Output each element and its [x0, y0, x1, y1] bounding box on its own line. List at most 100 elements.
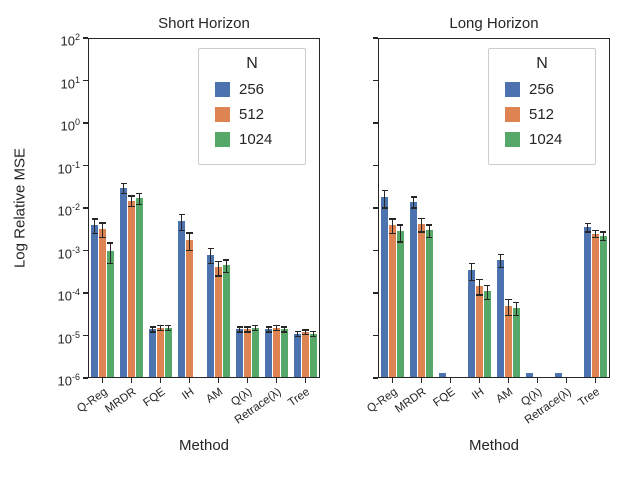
y-tick [83, 377, 88, 379]
legend-label: 256 [529, 81, 555, 98]
y-tick [83, 122, 88, 124]
error-bar-cap [215, 275, 222, 277]
error-bar-cap [410, 196, 417, 198]
error-bar [239, 326, 241, 333]
error-bar [181, 214, 183, 231]
legend-title: N [246, 55, 258, 72]
error-bar [384, 190, 386, 208]
bar-1024-FQE [164, 328, 172, 377]
error-bar [101, 223, 104, 238]
error-bar [246, 326, 249, 333]
legend-label: 256 [239, 81, 265, 98]
bar-256-Retrace(λ) [265, 329, 273, 377]
x-tick [449, 378, 452, 383]
x-tick [159, 378, 162, 383]
error-bar-cap [273, 325, 280, 327]
legend: N 256 512 1024 [488, 48, 596, 165]
legend-entry-1024: 1024 [505, 131, 595, 148]
bar-256-Retrace(λ) [555, 373, 563, 377]
x-tick [130, 378, 133, 383]
y-tick [373, 292, 378, 294]
bar-256-Q(λ) [236, 329, 244, 377]
x-tick-label: Tree [576, 386, 603, 410]
x-tick [275, 378, 278, 383]
x-tick [478, 378, 481, 383]
error-bar-cap [410, 207, 417, 209]
error-bar-cap [600, 231, 607, 233]
y-axis-label: Log Relative MSE [11, 147, 29, 269]
error-bar-cap [236, 331, 243, 333]
error-bar-cap [389, 232, 396, 235]
y-tick [373, 377, 378, 379]
error-bar [391, 219, 394, 234]
error-bar [500, 254, 502, 268]
bar-256-Q-Reg [381, 197, 389, 377]
error-bar [254, 325, 256, 331]
error-bar-cap [136, 192, 143, 195]
error-bar [587, 223, 589, 233]
error-bar-cap [207, 262, 214, 264]
x-tick-label: Q-Reg [364, 386, 400, 416]
y-tick-label: 10-2 [57, 202, 80, 219]
bar-512-Tree [302, 332, 309, 377]
bar-256-Tree [294, 333, 302, 377]
error-bar-cap [426, 224, 433, 226]
y-tick [373, 207, 378, 209]
error-bar [312, 331, 314, 337]
error-bar-cap [215, 260, 222, 263]
error-bar [123, 183, 125, 194]
bar-1024-Tree [599, 235, 607, 377]
error-bar-cap [381, 207, 388, 209]
error-bar-cap [120, 182, 127, 185]
error-bar-cap [265, 331, 272, 333]
x-tick-label: FQE [141, 386, 168, 410]
bar-512-Tree [592, 233, 599, 377]
y-tick [373, 37, 378, 39]
bar-256-MRDR [410, 201, 418, 377]
error-bar [283, 326, 285, 333]
error-bar [507, 299, 510, 316]
error-bar [130, 196, 133, 207]
error-bar [602, 232, 604, 241]
error-bar-cap [310, 330, 317, 333]
error-bar-cap [281, 326, 288, 328]
legend-label: 512 [529, 106, 555, 123]
x-tick [420, 378, 423, 383]
error-bar-cap [120, 192, 127, 195]
legend-entry-512: 512 [505, 106, 595, 123]
x-tick-label: AM [494, 386, 516, 406]
y-tick [83, 37, 88, 39]
legend-entry-256: 256 [505, 81, 595, 98]
legend-swatch-icon [215, 132, 230, 147]
error-bar-cap [244, 331, 251, 333]
error-bar-cap [157, 325, 164, 327]
error-bar-cap [244, 326, 251, 328]
error-bar-cap [389, 218, 396, 220]
error-bar [478, 279, 481, 295]
y-tick-label: 101 [60, 74, 80, 91]
error-bar [428, 224, 430, 238]
bar-1024-AM [512, 307, 520, 377]
error-bar-cap [178, 213, 185, 216]
error-bar [159, 325, 162, 331]
error-bar-cap [91, 232, 98, 235]
bar-512-Q(λ) [244, 329, 251, 377]
error-bar-cap [592, 229, 599, 231]
x-tick [246, 378, 249, 383]
y-tick-label: 10-5 [57, 329, 80, 346]
x-tick-label: IH [470, 386, 487, 403]
error-bar [210, 248, 212, 264]
y-tick [83, 292, 88, 294]
error-bar-cap [468, 262, 475, 264]
error-bar-cap [223, 259, 230, 261]
error-bar-cap [128, 205, 135, 207]
bar-256-Tree [584, 227, 592, 377]
error-bar-cap [584, 231, 591, 233]
error-bar [94, 219, 96, 234]
error-bar-cap [186, 232, 193, 234]
x-tick [188, 378, 191, 383]
error-bar-cap [91, 218, 98, 220]
legend-label: 1024 [529, 131, 563, 148]
legend-entry-256: 256 [215, 81, 305, 98]
error-bar [109, 243, 111, 264]
